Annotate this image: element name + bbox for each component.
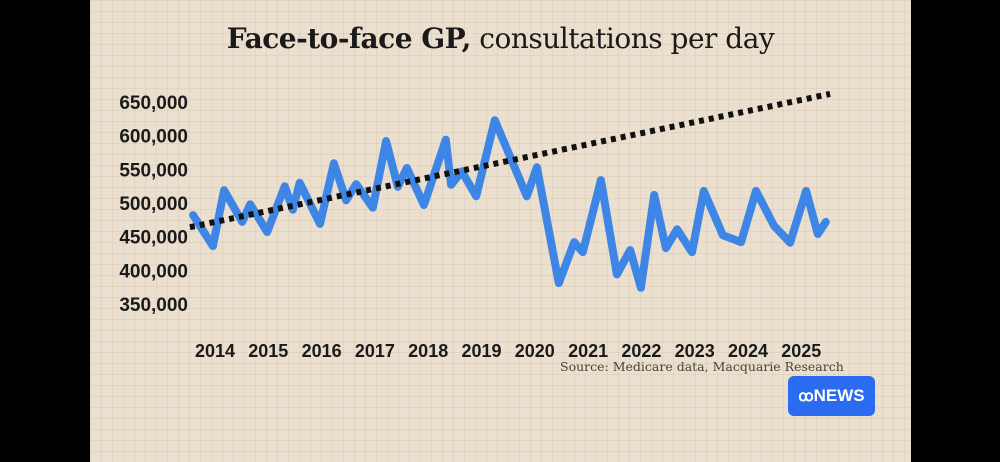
chart-title-bold: Face-to-face GP, xyxy=(226,22,472,55)
source-note: Source: Medicare data, Macquarie Researc… xyxy=(560,359,844,374)
x-tick-label: 2019 xyxy=(461,341,501,361)
y-tick-label: 650,000 xyxy=(119,93,188,114)
x-tick-label: 2016 xyxy=(302,341,342,361)
y-tick-label: 450,000 xyxy=(119,228,188,249)
abc-logo-icon: ꝏ xyxy=(798,388,813,405)
y-tick-label: 350,000 xyxy=(119,295,188,316)
x-tick-label: 2024 xyxy=(728,341,768,361)
x-tick-label: 2020 xyxy=(515,341,555,361)
abc-news-badge: ꝏ NEWS xyxy=(788,376,875,416)
line-chart: 650,000 600,000 550,000 500,000 450,000 400,0… xyxy=(119,90,831,361)
x-tick-label: 2021 xyxy=(568,341,608,361)
x-tick-label: 2025 xyxy=(781,341,821,361)
x-tick-label: 2022 xyxy=(621,341,661,361)
x-tick-label: 2018 xyxy=(408,341,448,361)
y-tick-label: 550,000 xyxy=(119,160,188,181)
y-tick-label: 600,000 xyxy=(119,127,188,148)
consultations-line xyxy=(189,116,830,292)
y-tick-label: 500,000 xyxy=(119,194,188,215)
x-tick-label: 2014 xyxy=(195,341,235,361)
x-tick-label: 2023 xyxy=(675,341,715,361)
badge-label: NEWS xyxy=(813,386,865,405)
chart-title-regular: consultations per day xyxy=(470,22,775,55)
chart-panel: Face-to-face GP, consultations per day 6… xyxy=(90,0,911,462)
trend-line xyxy=(189,90,831,231)
y-tick-label: 400,000 xyxy=(119,261,188,282)
chart-title: Face-to-face GP, consultations per day xyxy=(90,22,911,55)
x-tick-label: 2017 xyxy=(355,341,395,361)
x-tick-label: 2015 xyxy=(248,341,288,361)
